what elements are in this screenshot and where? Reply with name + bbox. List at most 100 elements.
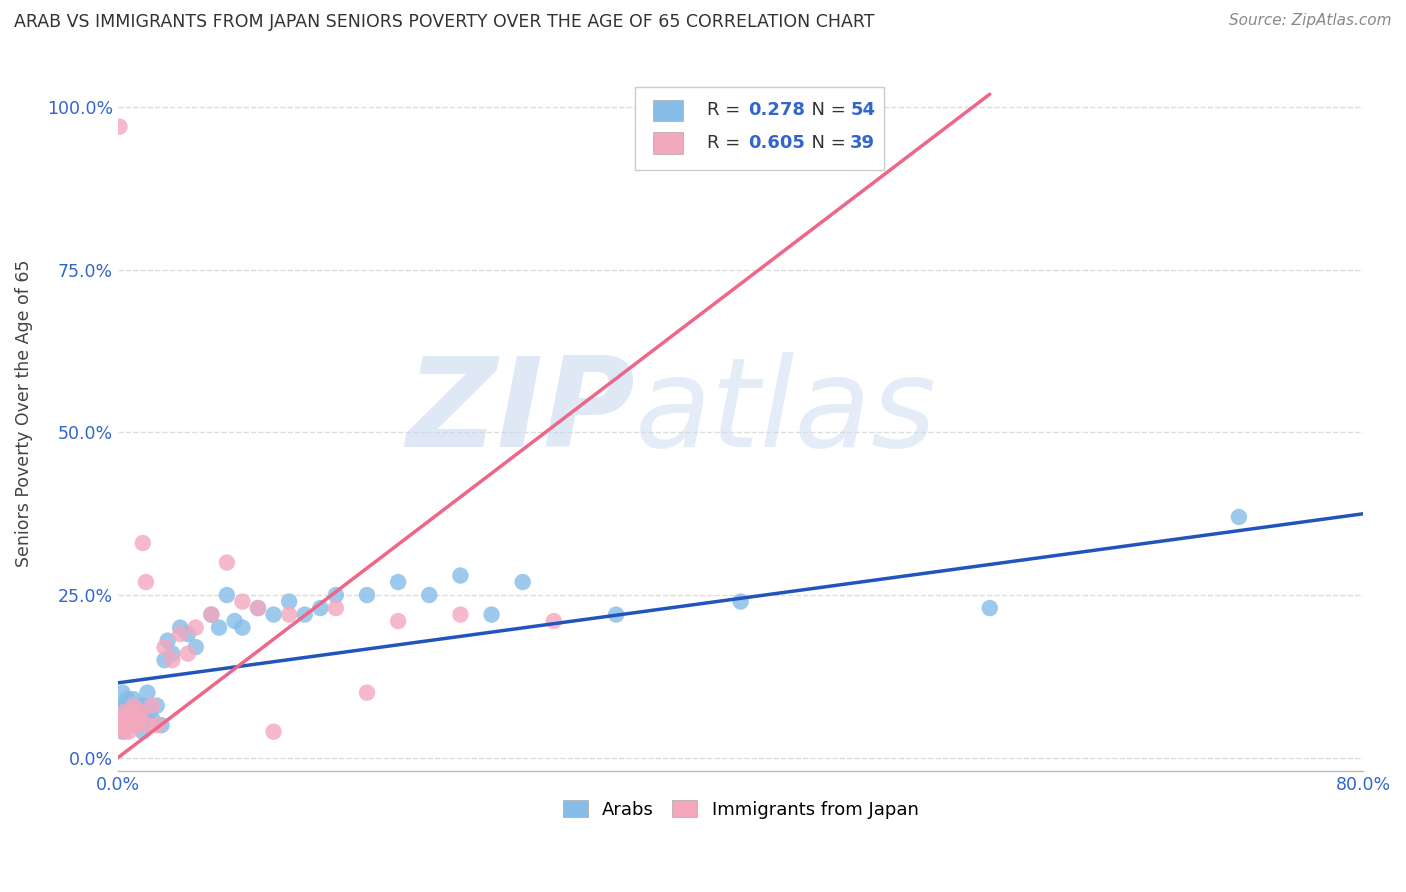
Point	[512, 575, 534, 590]
Point	[122, 692, 145, 706]
Point	[141, 712, 163, 726]
Point	[128, 712, 150, 726]
Text: 0.605: 0.605	[748, 134, 806, 153]
Point	[177, 627, 200, 641]
Point	[108, 718, 131, 732]
Point	[449, 568, 471, 582]
Point	[153, 640, 176, 654]
Point	[224, 614, 246, 628]
Text: 54: 54	[851, 101, 876, 120]
Point	[184, 640, 207, 654]
Point	[294, 607, 316, 622]
Point	[208, 621, 231, 635]
Point	[125, 718, 148, 732]
Text: Source: ZipAtlas.com: Source: ZipAtlas.com	[1229, 13, 1392, 29]
Point	[246, 601, 269, 615]
FancyBboxPatch shape	[654, 132, 683, 154]
Point	[263, 607, 285, 622]
Point	[141, 698, 163, 713]
Point	[112, 705, 135, 719]
Point	[111, 685, 134, 699]
Point	[124, 712, 146, 726]
Point	[108, 120, 131, 134]
Point	[246, 601, 269, 615]
Point	[418, 588, 440, 602]
Point	[169, 621, 191, 635]
Point	[122, 705, 145, 719]
Point	[162, 647, 184, 661]
Point	[150, 718, 173, 732]
Point	[138, 705, 160, 719]
Point	[112, 724, 135, 739]
Point	[231, 621, 253, 635]
Point	[114, 718, 136, 732]
Point	[112, 698, 135, 713]
Point	[325, 588, 347, 602]
Point	[122, 712, 145, 726]
Point	[134, 698, 156, 713]
Point	[1227, 510, 1250, 524]
Point	[215, 588, 238, 602]
Point	[263, 724, 285, 739]
Point	[184, 621, 207, 635]
Point	[543, 614, 565, 628]
Point	[356, 588, 378, 602]
Point	[979, 601, 1001, 615]
Point	[153, 653, 176, 667]
Text: N =: N =	[800, 101, 852, 120]
Point	[325, 601, 347, 615]
Text: ARAB VS IMMIGRANTS FROM JAPAN SENIORS POVERTY OVER THE AGE OF 65 CORRELATION CHA: ARAB VS IMMIGRANTS FROM JAPAN SENIORS PO…	[14, 13, 875, 31]
FancyBboxPatch shape	[634, 87, 884, 169]
Point	[387, 575, 409, 590]
Point	[115, 712, 138, 726]
Point	[356, 685, 378, 699]
Point	[129, 705, 152, 719]
Point	[128, 712, 150, 726]
Point	[215, 556, 238, 570]
Point	[200, 607, 222, 622]
Point	[730, 594, 752, 608]
Point	[481, 607, 503, 622]
Point	[278, 594, 301, 608]
Text: ZIP: ZIP	[406, 352, 634, 474]
Point	[605, 607, 627, 622]
Point	[177, 647, 200, 661]
Point	[127, 698, 149, 713]
Point	[111, 712, 134, 726]
Point	[120, 698, 142, 713]
Text: 0.278: 0.278	[748, 101, 806, 120]
Point	[118, 712, 141, 726]
Text: R =: R =	[707, 101, 747, 120]
Point	[135, 712, 157, 726]
Point	[278, 607, 301, 622]
Point	[156, 633, 179, 648]
Point	[125, 705, 148, 719]
Point	[122, 698, 145, 713]
Point	[114, 718, 136, 732]
Point	[110, 698, 132, 713]
Text: N =: N =	[800, 134, 852, 153]
Text: 39: 39	[851, 134, 876, 153]
Point	[146, 718, 169, 732]
Y-axis label: Seniors Poverty Over the Age of 65: Seniors Poverty Over the Age of 65	[15, 260, 32, 566]
Point	[108, 718, 131, 732]
Point	[132, 536, 155, 550]
Point	[135, 575, 157, 590]
Point	[120, 705, 142, 719]
Point	[138, 718, 160, 732]
Point	[127, 718, 149, 732]
Point	[136, 685, 159, 699]
Point	[112, 712, 135, 726]
Point	[111, 724, 134, 739]
Point	[449, 607, 471, 622]
Text: R =: R =	[707, 134, 747, 153]
Point	[162, 653, 184, 667]
Point	[121, 718, 143, 732]
Point	[129, 705, 152, 719]
Text: atlas: atlas	[634, 352, 936, 474]
Point	[387, 614, 409, 628]
FancyBboxPatch shape	[654, 100, 683, 121]
Point	[118, 724, 141, 739]
Point	[200, 607, 222, 622]
Point	[231, 594, 253, 608]
